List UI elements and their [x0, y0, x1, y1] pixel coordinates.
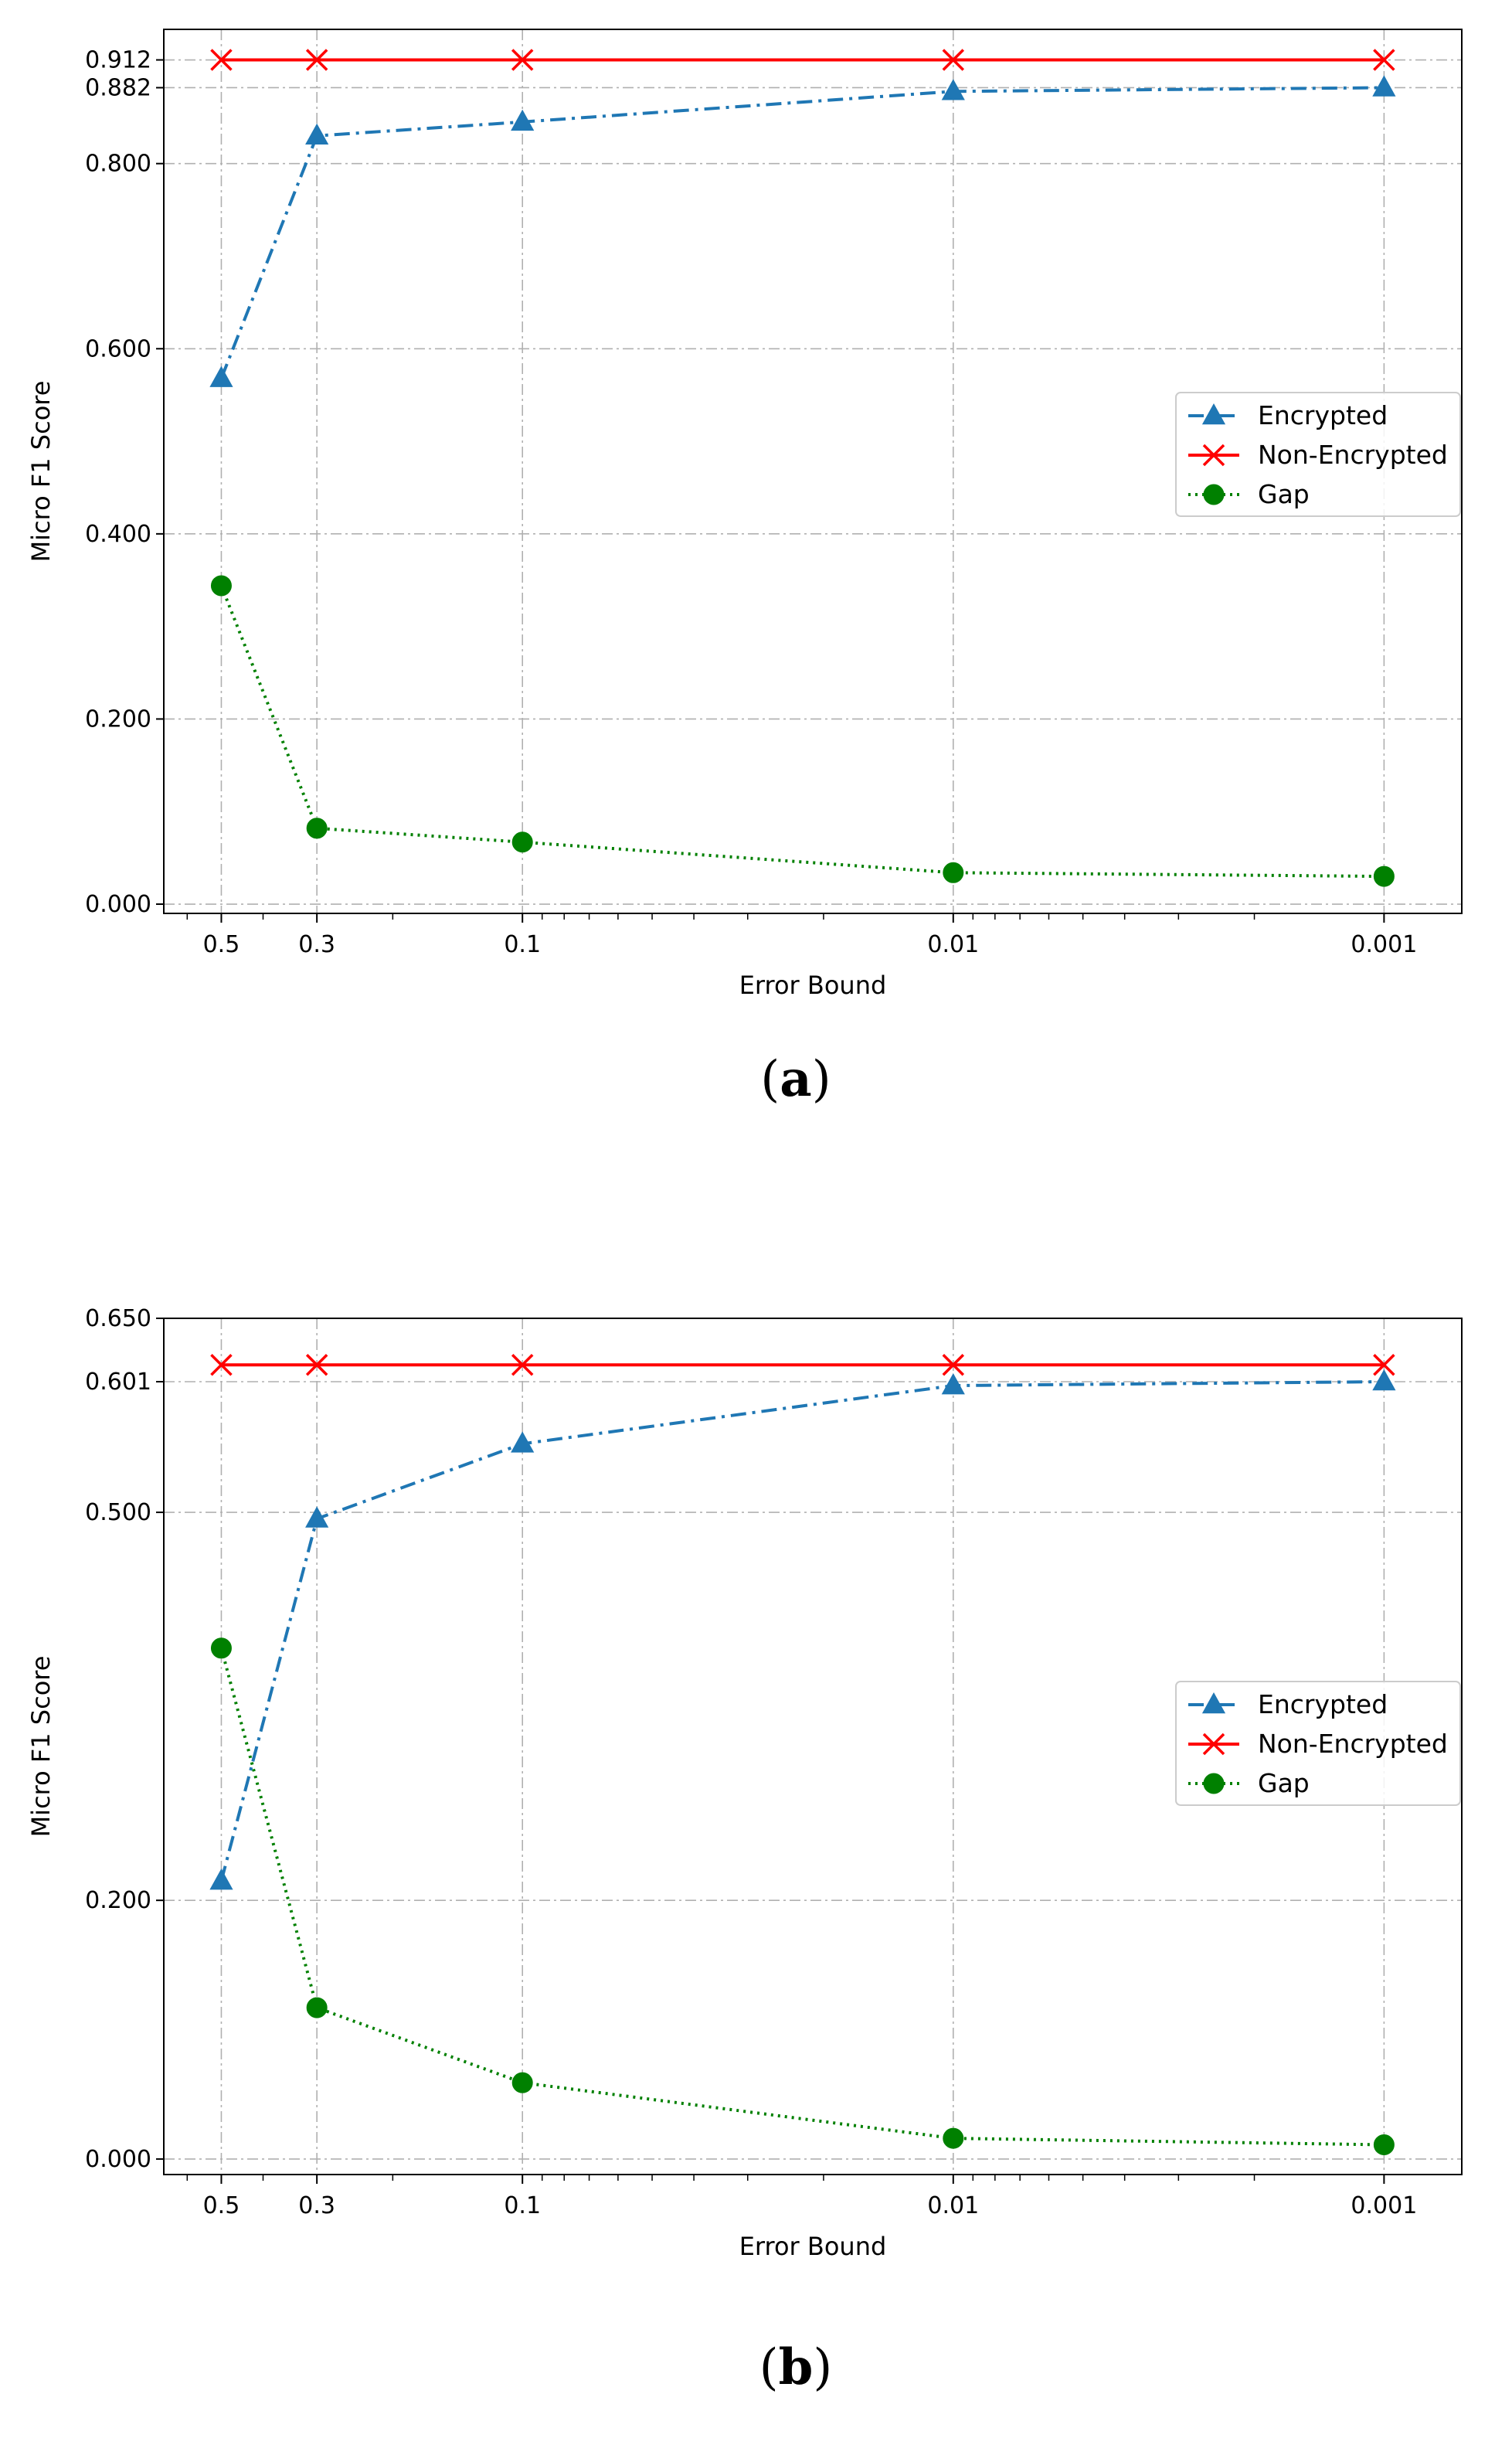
axes-frame — [163, 29, 1463, 914]
data-point-gap — [306, 818, 328, 839]
x-tick-label: 0.001 — [1351, 931, 1417, 958]
data-point-encrypted — [305, 123, 329, 145]
x-tick-label: 0.001 — [1351, 2192, 1417, 2219]
panel-caption: (a) — [760, 1050, 831, 1108]
x-axis-label: Error Bound — [739, 971, 887, 1000]
data-point-gap — [1373, 2134, 1395, 2156]
data-point-non-encrypted — [942, 1354, 965, 1376]
x-tick-label: 0.01 — [927, 2192, 979, 2219]
data-point-gap — [210, 575, 232, 597]
data-point-non-encrypted — [1373, 49, 1395, 71]
x-tick-label: 0.5 — [203, 931, 240, 958]
x-tick-label: 0.1 — [504, 931, 541, 958]
data-point-gap — [511, 831, 533, 853]
data-point-gap — [210, 1637, 232, 1659]
legend-label: Encrypted — [1258, 1689, 1388, 1719]
legend: Encrypted Non-Encrypted Gap — [1175, 1681, 1461, 1806]
legend-box — [1175, 392, 1461, 517]
legend-marker-non-encrypted — [1202, 1733, 1225, 1756]
legend-marker-encrypted — [1201, 403, 1226, 425]
x-tick-label: 0.01 — [927, 931, 979, 958]
axes-frame — [163, 1318, 1463, 2175]
legend-label: Gap — [1258, 479, 1310, 509]
caption-paren-open: ( — [760, 1051, 780, 1108]
y-tick-label: 0.912 — [85, 47, 151, 74]
legend-label: Encrypted — [1258, 400, 1388, 430]
caption-paren-close: ) — [813, 2339, 832, 2396]
caption-paren-close: ) — [812, 1051, 831, 1108]
y-tick-label: 0.500 — [85, 1499, 151, 1526]
legend: Encrypted Non-Encrypted Gap — [1175, 392, 1461, 517]
legend-marker-encrypted — [1201, 1692, 1226, 1714]
legend-marker-non-encrypted — [1202, 444, 1225, 467]
caption-letter: a — [780, 1050, 811, 1108]
legend-label: Non-Encrypted — [1258, 440, 1448, 470]
data-point-encrypted — [941, 79, 965, 100]
data-point-encrypted — [1372, 1369, 1396, 1391]
legend-marker-gap — [1203, 484, 1225, 505]
y-tick-label: 0.000 — [85, 891, 151, 918]
data-point-encrypted — [209, 366, 233, 387]
x-axis-label: Error Bound — [739, 2232, 887, 2261]
data-point-gap — [943, 862, 964, 883]
y-tick-label: 0.200 — [85, 1887, 151, 1914]
y-tick-label: 0.200 — [85, 706, 151, 733]
data-point-encrypted — [1372, 75, 1396, 97]
legend-box — [1175, 1681, 1461, 1806]
y-tick-label: 0.800 — [85, 151, 151, 178]
caption-paren-open: ( — [759, 2339, 779, 2396]
data-point-gap — [1373, 865, 1395, 887]
data-point-encrypted — [511, 1431, 535, 1453]
y-tick-label: 0.000 — [85, 2146, 151, 2173]
x-tick-label: 0.3 — [298, 931, 335, 958]
legend-label: Non-Encrypted — [1258, 1729, 1448, 1759]
caption-letter: b — [779, 2338, 814, 2396]
x-tick-label: 0.1 — [504, 2192, 541, 2219]
data-point-non-encrypted — [305, 1354, 328, 1376]
data-point-encrypted — [209, 1869, 233, 1890]
legend-marker-gap — [1203, 1773, 1225, 1794]
x-tick-label: 0.3 — [298, 2192, 335, 2219]
data-point-non-encrypted — [210, 49, 233, 71]
data-point-gap — [306, 1997, 328, 2018]
y-tick-label: 0.650 — [85, 1305, 151, 1332]
panel-caption: (b) — [759, 2338, 833, 2396]
data-point-gap — [511, 2072, 533, 2093]
data-point-non-encrypted — [942, 49, 965, 71]
y-tick-label: 0.600 — [85, 335, 151, 362]
data-point-gap — [943, 2127, 964, 2149]
y-axis-label: Micro F1 Score — [26, 381, 56, 563]
data-point-encrypted — [941, 1372, 965, 1395]
panel-b: 0.000 0.200 0.500 0.601 0.650 0.5 0.3 0.1 0.01 0.… — [26, 1305, 1463, 2396]
legend-label: Gap — [1258, 1768, 1310, 1798]
x-tick-label: 0.5 — [203, 2192, 240, 2219]
data-point-non-encrypted — [210, 1354, 233, 1376]
data-point-encrypted — [305, 1506, 329, 1528]
data-point-non-encrypted — [511, 49, 534, 71]
y-tick-label: 0.882 — [85, 74, 151, 101]
y-axis-label: Micro F1 Score — [26, 1656, 56, 1838]
y-tick-label: 0.601 — [85, 1369, 151, 1396]
y-tick-label: 0.400 — [85, 521, 151, 548]
data-point-non-encrypted — [511, 1354, 534, 1376]
data-point-non-encrypted — [1373, 1354, 1395, 1376]
series-line-gap — [219, 1648, 1385, 2147]
data-point-non-encrypted — [305, 49, 328, 71]
data-point-encrypted — [511, 109, 535, 131]
